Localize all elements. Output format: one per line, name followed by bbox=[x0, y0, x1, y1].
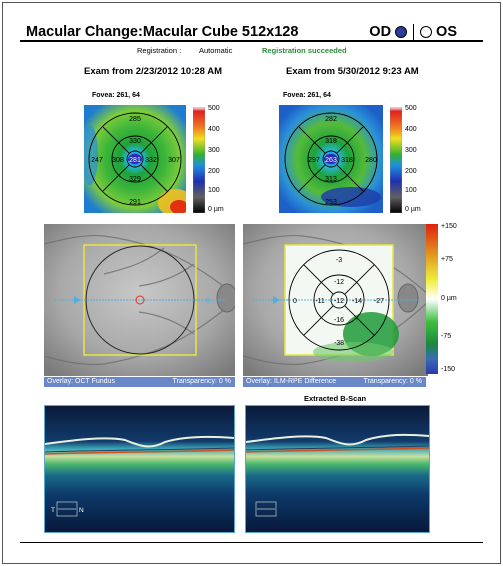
exam2-fovea: Fovea: 261, 64 bbox=[283, 92, 331, 99]
exam1-cbar-100: 100 bbox=[208, 187, 220, 194]
exam1-inner-bottom: 329 bbox=[129, 176, 141, 183]
exam1-outer-left: 247 bbox=[91, 157, 103, 164]
bscan-left-image[interactable]: T N bbox=[44, 405, 235, 533]
exam1-inner-left: 308 bbox=[112, 157, 124, 164]
bscan-left-orient-t: T bbox=[51, 507, 55, 514]
od-label: OD bbox=[369, 24, 392, 40]
exam2-cbar-500: 500 bbox=[405, 105, 417, 112]
exam2-inner-right: 318 bbox=[341, 157, 353, 164]
exam1-thickness-map: 285 247 307 291 330 308 332 329 281 bbox=[84, 105, 186, 213]
exam2-cbar-300: 300 bbox=[405, 147, 417, 154]
os-label: OS bbox=[436, 24, 457, 40]
diff-outer-top: -3 bbox=[336, 257, 342, 264]
exam1-cbar-400: 400 bbox=[208, 126, 220, 133]
scale-plus75: +75 bbox=[441, 256, 453, 263]
exam1-cbar-500: 500 bbox=[208, 105, 220, 112]
exam1-inner-top: 330 bbox=[129, 138, 141, 145]
exam1-outer-bottom: 291 bbox=[129, 199, 141, 206]
scale-minus150: -150 bbox=[441, 366, 456, 373]
exam1-center: 281 bbox=[129, 157, 141, 164]
bscan-title: Extracted B-Scan bbox=[304, 394, 367, 403]
diff-inner-top: -12 bbox=[334, 279, 344, 286]
exam1-title: Exam from 2/23/2012 10:28 AM bbox=[84, 66, 223, 77]
fundus-left-marker-label: 0 bbox=[206, 298, 210, 305]
registration-status: Registration succeeded bbox=[262, 46, 347, 55]
fundus-right-overlay-label: Overlay: ILM-RPE Difference bbox=[246, 378, 337, 385]
fundus-left-image[interactable]: 0 bbox=[44, 224, 235, 376]
fundus-left-transparency: Transparency: 0 % bbox=[172, 378, 232, 385]
exam1-outer-top: 285 bbox=[129, 116, 141, 123]
exam2-outer-bottom: 253 bbox=[325, 199, 337, 206]
bscan-right-image[interactable] bbox=[245, 405, 430, 533]
diff-outer-right: -27 bbox=[374, 298, 384, 305]
page-title: Macular Change:Macular Cube 512x128 bbox=[26, 24, 299, 40]
diff-center: -12 bbox=[334, 298, 344, 305]
os-radio[interactable] bbox=[420, 26, 433, 38]
exam2-cbar-100: 100 bbox=[405, 187, 417, 194]
exam1-cbar-0: 0 µm bbox=[208, 206, 224, 213]
exam1-cbar-200: 200 bbox=[208, 168, 220, 175]
exam1-cbar-300: 300 bbox=[208, 147, 220, 154]
exam2-cbar-400: 400 bbox=[405, 126, 417, 133]
exam1-inner-right: 332 bbox=[145, 157, 157, 164]
exam2-inner-left: 297 bbox=[308, 157, 320, 164]
header-rule bbox=[20, 40, 483, 42]
fundus-left-overlay-bar[interactable]: Overlay: OCT Fundus Transparency: 0 % bbox=[44, 377, 235, 387]
od-radio[interactable] bbox=[395, 26, 408, 38]
exam2-outer-right: 280 bbox=[365, 157, 377, 164]
exam2-inner-bottom: 313 bbox=[325, 176, 337, 183]
registration-label: Registration : bbox=[137, 46, 182, 55]
scale-plus150: +150 bbox=[441, 223, 457, 230]
diff-inner-right: -14 bbox=[352, 298, 362, 305]
exam2-colorbar bbox=[390, 107, 402, 213]
diff-outer-bottom: -38 bbox=[334, 340, 344, 347]
exam2-cbar-200: 200 bbox=[405, 168, 417, 175]
exam2-thickness-map: 282 280 253 318 297 318 313 263 bbox=[279, 105, 383, 213]
exam2-center: 263 bbox=[325, 157, 337, 164]
diff-outer-left: 0 bbox=[293, 298, 297, 305]
fundus-left-overlay-label: Overlay: OCT Fundus bbox=[47, 378, 115, 385]
fundus-right-image[interactable]: -3 -12 0 -11 -12 -14 -27 -16 -38 bbox=[243, 224, 428, 376]
diff-inner-left: -11 bbox=[315, 298, 325, 305]
exam2-inner-top: 318 bbox=[325, 138, 337, 145]
exam1-fovea: Fovea: 261, 64 bbox=[92, 92, 140, 99]
scale-zero: 0 µm bbox=[441, 295, 457, 302]
exam2-title: Exam from 5/30/2012 9:23 AM bbox=[286, 66, 419, 77]
exam2-cbar-0: 0 µm bbox=[405, 206, 421, 213]
exam1-colorbar bbox=[193, 107, 205, 213]
fundus-right-transparency: Transparency: 0 % bbox=[363, 378, 423, 385]
diff-inner-bottom: -16 bbox=[334, 317, 344, 324]
footer-rule bbox=[20, 542, 483, 543]
exam1-outer-right: 307 bbox=[168, 157, 180, 164]
fundus-right-overlay-bar[interactable]: Overlay: ILM-RPE Difference Transparency… bbox=[243, 377, 426, 387]
eye-divider bbox=[413, 24, 415, 40]
exam2-outer-top: 282 bbox=[325, 116, 337, 123]
eye-selector[interactable]: OD OS bbox=[369, 24, 457, 40]
bscan-left-orient-n: N bbox=[79, 507, 84, 514]
scale-minus75: -75 bbox=[441, 333, 452, 340]
difference-scale bbox=[426, 224, 438, 374]
registration-mode: Automatic bbox=[199, 46, 233, 55]
